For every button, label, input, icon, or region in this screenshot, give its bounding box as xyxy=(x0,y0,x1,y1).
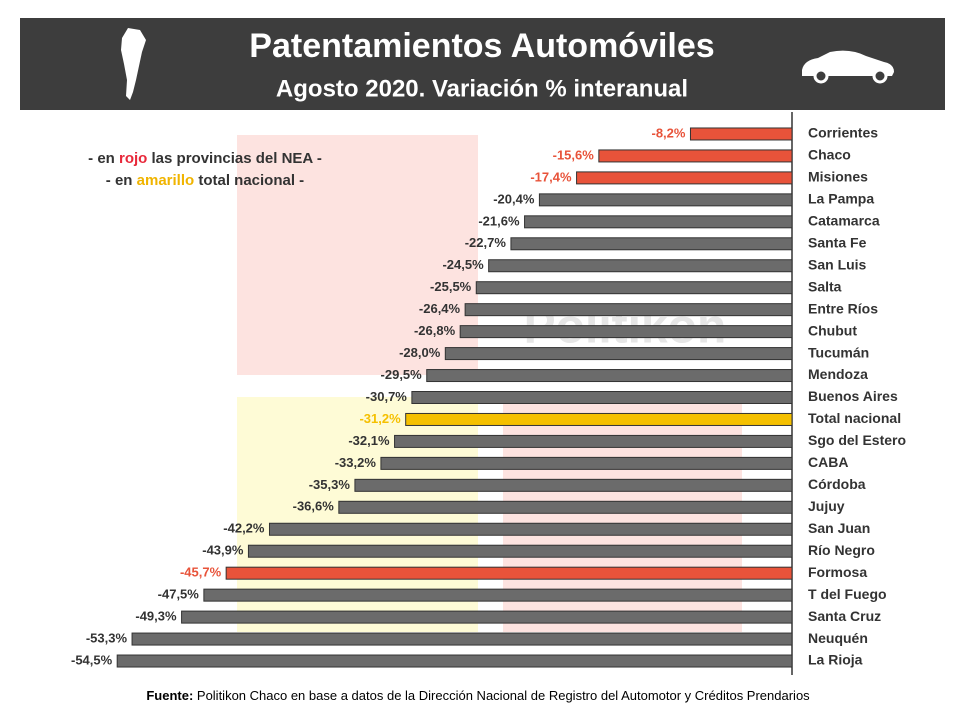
y-tick-label: Sgo del Estero xyxy=(808,432,906,448)
bar xyxy=(203,588,793,602)
value-label: -8,2% xyxy=(652,125,686,140)
chart-title: Patentamientos Automóviles xyxy=(249,27,714,65)
value-label: -53,3% xyxy=(86,630,128,645)
bar xyxy=(538,193,793,207)
annotation: - en rojo las provincias del NEA - xyxy=(88,150,322,167)
value-label: -21,6% xyxy=(478,213,520,228)
y-tick-label: Córdoba xyxy=(808,476,866,492)
value-label: -15,6% xyxy=(553,147,595,162)
source: Fuente: Politikon Chaco en base a datos … xyxy=(146,688,810,703)
bar xyxy=(475,281,793,295)
value-label: -33,2% xyxy=(335,455,377,470)
source-part: Politikon Chaco en base a datos de la Di… xyxy=(193,688,810,703)
y-tick-label: La Pampa xyxy=(808,191,874,207)
y-tick-label: Formosa xyxy=(808,564,867,580)
bar xyxy=(488,259,793,273)
value-label: -43,9% xyxy=(202,543,244,558)
y-tick-label: CABA xyxy=(808,454,848,470)
y-tick-label: Río Negro xyxy=(808,542,875,558)
value-label: -30,7% xyxy=(366,389,408,404)
y-tick-label: Santa Fe xyxy=(808,234,867,250)
annotation: - en amarillo total nacional - xyxy=(106,172,304,189)
y-tick-label: Catamarca xyxy=(808,213,880,229)
y-tick-label: Chubut xyxy=(808,322,857,338)
value-label: -54,5% xyxy=(71,652,113,667)
annotation-part: rojo xyxy=(119,150,147,167)
value-label: -32,1% xyxy=(348,433,390,448)
value-label: -49,3% xyxy=(135,609,177,624)
bar xyxy=(524,215,793,229)
y-tick-label: Total nacional xyxy=(808,410,901,426)
value-label: -24,5% xyxy=(442,257,484,272)
value-label: -26,4% xyxy=(419,301,461,316)
bar xyxy=(394,434,793,448)
value-label: -20,4% xyxy=(493,191,535,206)
y-tick-label: T del Fuego xyxy=(808,586,887,602)
y-tick-label: Corrientes xyxy=(808,125,878,141)
bar xyxy=(411,391,793,404)
chart-subtitle: Agosto 2020. Variación % interanual xyxy=(276,75,688,102)
y-tick-label: Misiones xyxy=(808,169,868,185)
y-tick-label: Chaco xyxy=(808,147,851,163)
value-label: -22,7% xyxy=(465,235,507,250)
y-tick-label: Entre Ríos xyxy=(808,300,878,316)
y-tick-label: Santa Cruz xyxy=(808,608,881,624)
bar xyxy=(444,347,793,361)
value-label: -36,6% xyxy=(293,499,335,514)
y-tick-label: Buenos Aires xyxy=(808,388,898,404)
bar xyxy=(510,237,793,251)
bar xyxy=(225,566,793,580)
value-label: -47,5% xyxy=(158,587,200,602)
bar xyxy=(338,500,793,514)
value-label: -31,2% xyxy=(359,411,401,426)
value-label: -42,2% xyxy=(223,521,265,536)
value-label: -17,4% xyxy=(530,169,572,184)
y-tick-label: Jujuy xyxy=(808,498,845,514)
bg-panel xyxy=(237,135,478,375)
y-tick-label: San Luis xyxy=(808,256,867,272)
annotation-part: amarillo xyxy=(137,172,195,189)
car-icon xyxy=(802,50,894,84)
value-label: -29,5% xyxy=(381,367,423,382)
value-label: -25,5% xyxy=(430,279,472,294)
annotation-part: - en xyxy=(88,150,119,167)
y-tick-label: Neuquén xyxy=(808,630,868,646)
bar xyxy=(459,325,793,339)
bar xyxy=(689,127,793,141)
map-icon xyxy=(121,28,146,100)
bar xyxy=(354,478,793,492)
y-tick-label: Salta xyxy=(808,278,842,294)
value-label: -26,8% xyxy=(414,323,456,338)
header xyxy=(20,18,945,110)
bar xyxy=(247,544,793,558)
annotation-part: las provincias del NEA - xyxy=(147,150,322,167)
y-tick-label: La Rioja xyxy=(808,652,863,668)
y-tick-label: Tucumán xyxy=(808,344,869,360)
bar xyxy=(405,412,793,426)
source-part: Fuente: xyxy=(146,688,193,703)
bar xyxy=(426,369,793,383)
value-label: -28,0% xyxy=(399,345,441,360)
bar xyxy=(464,303,793,317)
bar xyxy=(116,654,793,668)
bar xyxy=(181,610,793,624)
bar xyxy=(598,149,793,163)
annotation-part: total nacional - xyxy=(194,172,304,189)
value-label: -45,7% xyxy=(180,565,222,580)
annotation-part: - en xyxy=(106,172,137,189)
bar xyxy=(380,456,793,470)
y-tick-label: San Juan xyxy=(808,520,870,536)
y-tick-label: Mendoza xyxy=(808,366,868,382)
bar xyxy=(268,522,793,536)
value-label: -35,3% xyxy=(309,477,351,492)
bar xyxy=(131,632,793,646)
bar xyxy=(576,171,793,185)
